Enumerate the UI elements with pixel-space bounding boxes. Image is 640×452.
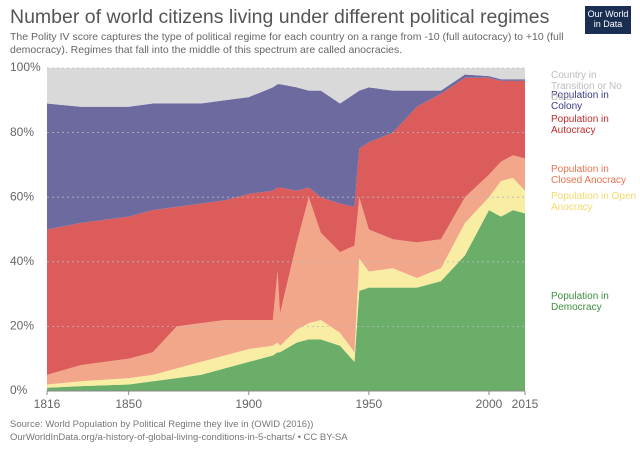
y-tick-label: 100% xyxy=(10,60,41,74)
legend-label: Population in Democracy xyxy=(551,291,609,314)
legend-label: Population in Autocracy xyxy=(551,114,609,136)
y-tick-label: 80% xyxy=(10,125,34,139)
legend-label: Population in Open Anocracy xyxy=(551,191,637,214)
source-url: OurWorldInData.org/a-history-of-global-l… xyxy=(10,432,348,443)
chart-subtitle: The Polity IV score captures the type of… xyxy=(10,31,564,56)
x-tick-label: 2000 xyxy=(476,397,503,411)
y-tick-label: 40% xyxy=(10,254,34,268)
x-tick-label: 2015 xyxy=(512,397,539,411)
x-tick-label: 1816 xyxy=(34,397,61,411)
legend-label: Country in Transition or No Data xyxy=(551,69,622,103)
legend-label: Population in Closed Anocracy xyxy=(551,163,627,186)
logo: Our World in Data xyxy=(585,6,631,34)
source: Source: World Population by Political Re… xyxy=(10,418,348,444)
source-text: Source: World Population by Political Re… xyxy=(10,419,314,430)
legend-label: Population in Colony xyxy=(551,90,609,112)
area xyxy=(47,74,525,230)
y-tick-label: 60% xyxy=(10,189,34,203)
area xyxy=(47,177,525,388)
area xyxy=(47,155,525,385)
x-tick-label: 1900 xyxy=(235,397,262,411)
y-tick-label: 0% xyxy=(10,383,28,397)
x-tick-label: 1850 xyxy=(115,397,142,411)
area xyxy=(47,68,525,107)
area xyxy=(47,77,525,375)
x-tick-label: 1950 xyxy=(356,397,383,411)
y-tick-label: 20% xyxy=(10,319,34,333)
chart-title: Number of world citizens living under di… xyxy=(10,6,550,28)
area xyxy=(47,210,525,391)
